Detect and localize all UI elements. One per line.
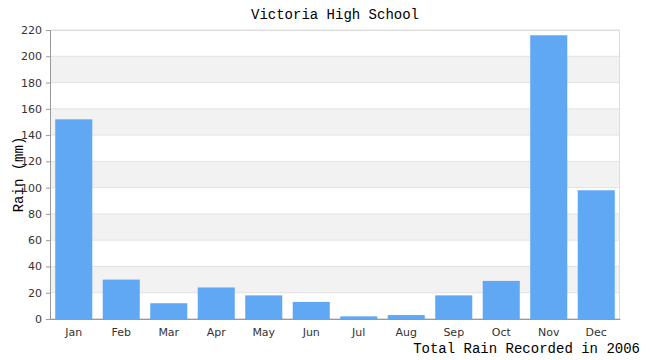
y-tick-mark xyxy=(46,240,50,241)
x-tick: May xyxy=(252,319,275,339)
y-tick: 60 xyxy=(28,234,50,247)
x-tick-label: Nov xyxy=(538,326,560,339)
y-tick-mark xyxy=(46,161,50,162)
bar xyxy=(150,303,187,319)
x-tick: Oct xyxy=(492,319,512,339)
y-tick-mark xyxy=(46,214,50,215)
x-tick: Jan xyxy=(64,319,82,339)
y-tick: 200 xyxy=(21,50,50,63)
y-tick-label: 0 xyxy=(35,313,42,326)
y-tick-mark xyxy=(46,319,50,320)
x-tick: Jun xyxy=(302,319,320,339)
x-tick: Dec xyxy=(586,319,607,339)
x-tick-label: Apr xyxy=(207,326,227,339)
bar xyxy=(435,295,472,319)
x-tick-label: Mar xyxy=(158,326,179,339)
y-tick-label: 160 xyxy=(21,103,42,116)
y-tick: 180 xyxy=(21,77,50,90)
y-tick: 220 xyxy=(21,24,50,37)
x-tick: Aug xyxy=(396,319,417,339)
y-tick-mark xyxy=(46,30,50,31)
x-tick: Feb xyxy=(112,319,131,339)
bar xyxy=(340,316,377,319)
y-tick-mark xyxy=(46,188,50,189)
y-tick-mark xyxy=(46,83,50,84)
x-tick-label: May xyxy=(252,326,275,339)
bar xyxy=(578,190,615,319)
x-axis-line xyxy=(51,319,621,320)
x-tick: Jul xyxy=(351,319,365,339)
y-tick-mark xyxy=(46,56,50,57)
x-tick-label: Oct xyxy=(492,326,512,339)
bar xyxy=(293,302,330,319)
y-tick: 40 xyxy=(28,260,50,273)
y-tick: 20 xyxy=(28,287,50,300)
x-tick: Apr xyxy=(207,319,227,339)
y-tick-mark xyxy=(46,135,50,136)
x-tick-label: Jun xyxy=(302,326,320,339)
y-tick-label: 220 xyxy=(21,24,42,37)
y-tick-mark xyxy=(46,266,50,267)
x-tick-label: Feb xyxy=(112,326,131,339)
y-tick-label: 40 xyxy=(28,260,42,273)
bar xyxy=(530,35,567,319)
x-tick: Mar xyxy=(158,319,179,339)
x-axis: Jan Feb Mar Apr May Jun Jul Aug Sep Oct Nov Dec xyxy=(51,319,621,339)
x-tick-label: Jul xyxy=(351,326,365,339)
y-tick-label: 80 xyxy=(28,208,42,221)
x-tick: Nov xyxy=(538,319,560,339)
x-tick-label: Sep xyxy=(443,326,464,339)
bar xyxy=(55,119,92,319)
y-tick-label: 200 xyxy=(21,50,42,63)
x-tick-label: Aug xyxy=(396,326,417,339)
y-tick-label: 60 xyxy=(28,234,42,247)
bar xyxy=(245,295,282,319)
y-tick-mark xyxy=(46,293,50,294)
bar xyxy=(103,280,140,319)
y-axis-line xyxy=(46,31,51,320)
y-tick-label: 180 xyxy=(21,77,42,90)
y-tick: 160 xyxy=(21,103,50,116)
plot-frame xyxy=(51,31,620,319)
bar xyxy=(388,315,425,319)
y-tick-mark xyxy=(46,109,50,110)
x-axis-title: Total Rain Recorded in 2006 xyxy=(413,341,640,357)
chart: 020406080100120140160180200220JanFebMarA… xyxy=(0,0,650,360)
bars xyxy=(55,35,615,319)
grid xyxy=(50,30,620,319)
y-axis-title: Rain (mm) xyxy=(11,137,27,213)
bar xyxy=(483,281,520,319)
bar xyxy=(198,287,235,319)
title: Victoria High School xyxy=(251,7,419,23)
y-tick: 0 xyxy=(35,313,50,326)
y-tick: 80 xyxy=(28,208,50,221)
x-tick: Sep xyxy=(443,319,464,339)
x-tick-label: Dec xyxy=(586,326,607,339)
x-tick-label: Jan xyxy=(64,326,82,339)
y-tick-label: 20 xyxy=(28,287,42,300)
